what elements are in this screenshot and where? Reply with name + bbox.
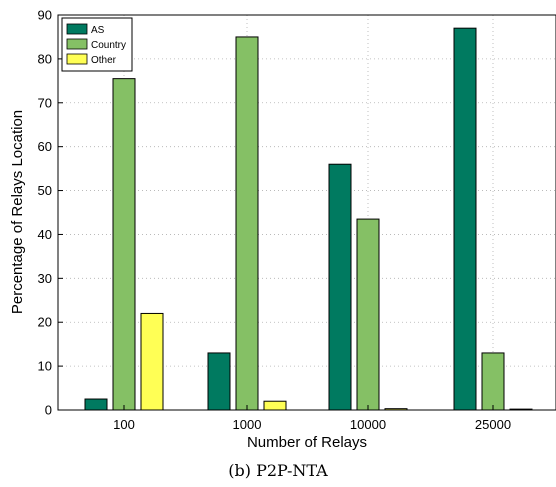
bar-as-10000 bbox=[328, 163, 352, 411]
y-tick-label: 70 bbox=[38, 95, 52, 110]
bar-as-1000 bbox=[207, 352, 231, 411]
grid-lines bbox=[58, 15, 556, 410]
x-tick-label: 10000 bbox=[350, 417, 386, 432]
y-tick-label: 30 bbox=[38, 271, 52, 286]
bars bbox=[84, 27, 533, 411]
legend-label: Other bbox=[91, 55, 117, 66]
legend-swatch bbox=[66, 38, 88, 50]
bar-as-25000 bbox=[453, 27, 477, 411]
y-tick-label: 10 bbox=[38, 359, 52, 374]
y-tick-label: 0 bbox=[45, 403, 52, 418]
bar-as-100 bbox=[84, 398, 108, 411]
x-axis-label: Number of Relays bbox=[247, 434, 367, 451]
bar-other-100 bbox=[140, 312, 164, 411]
bar-country-100 bbox=[112, 78, 136, 411]
x-tick-label: 25000 bbox=[475, 417, 511, 432]
y-axis-label: Percentage of Relays Location bbox=[9, 110, 26, 314]
axis-ticks: 0 10 20 30 40 50 60 70 80 90 100 1000 10000 25000 bbox=[38, 8, 512, 433]
x-tick-label: 1000 bbox=[233, 417, 262, 432]
plot-frame bbox=[57, 14, 556, 411]
y-tick-label: 90 bbox=[38, 8, 52, 23]
x-tick-label: 100 bbox=[113, 417, 135, 432]
y-tick-label: 40 bbox=[38, 227, 52, 242]
y-tick-label: 20 bbox=[38, 315, 52, 330]
y-tick-label: 50 bbox=[38, 183, 52, 198]
bar-country-10000 bbox=[356, 218, 380, 411]
legend-swatch bbox=[66, 53, 88, 65]
legend-swatch bbox=[66, 23, 88, 35]
y-tick-label: 80 bbox=[38, 51, 52, 66]
legend-label: AS bbox=[91, 25, 105, 36]
bar-country-25000 bbox=[481, 352, 505, 411]
legend: AS Country Other bbox=[61, 17, 133, 72]
bar-other-1000 bbox=[263, 400, 287, 411]
legend-label: Country bbox=[91, 40, 126, 51]
figure-caption: (b) P2P-NTA bbox=[228, 461, 328, 480]
y-tick-label: 60 bbox=[38, 139, 52, 154]
bar-country-1000 bbox=[235, 36, 259, 411]
